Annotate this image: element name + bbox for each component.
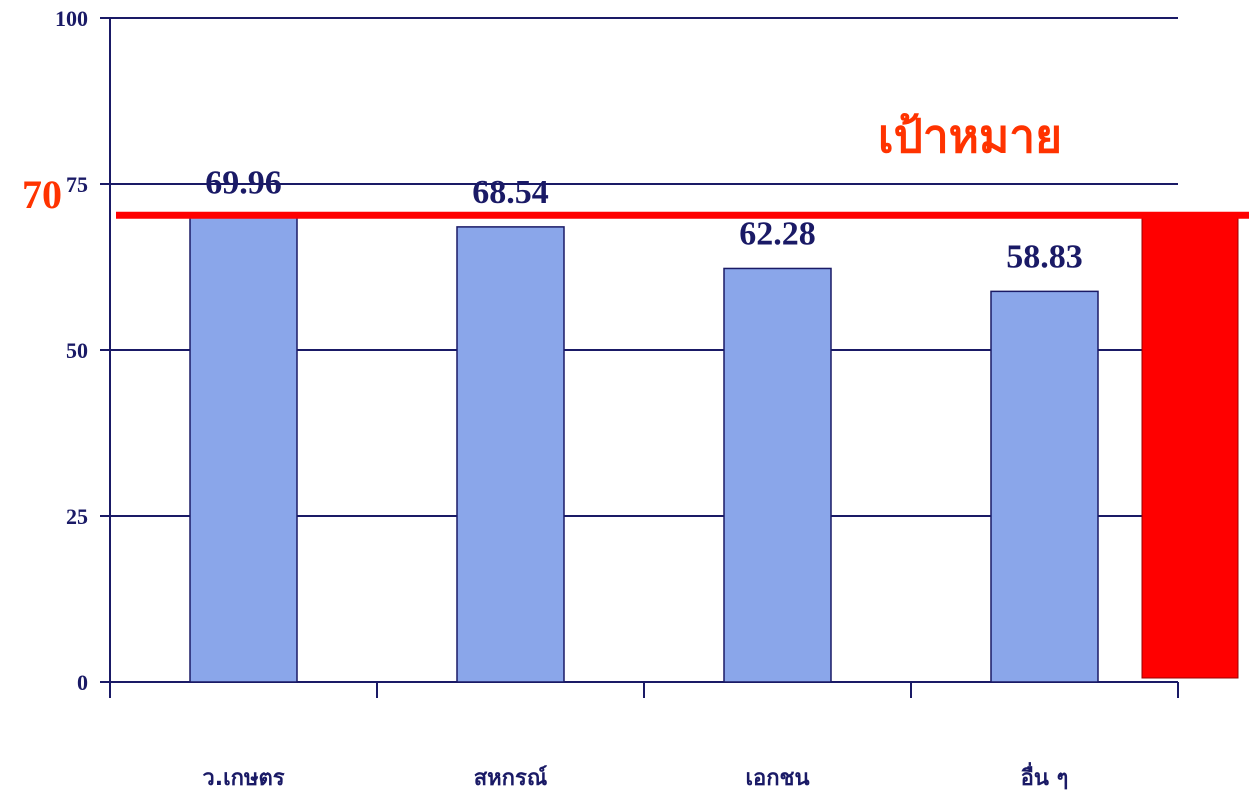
target-bar bbox=[1141, 216, 1239, 679]
target-label: เป้าหมาย bbox=[878, 109, 1062, 163]
y-tick-label: 75 bbox=[66, 172, 88, 197]
y-tick-labels: 0 25 50 75 100 bbox=[55, 6, 88, 695]
y-tick-label: 50 bbox=[66, 338, 88, 363]
y-tick-label: 25 bbox=[66, 504, 88, 529]
y-tick-label: 100 bbox=[55, 6, 88, 31]
bar bbox=[456, 226, 565, 683]
category-label: สหกรณ์ bbox=[474, 765, 547, 791]
bars bbox=[189, 216, 1099, 683]
value-label: 58.83 bbox=[1006, 238, 1083, 275]
category-label: อื่น ๆ bbox=[1021, 761, 1069, 791]
category-labels: ว.เกษตร สหกรณ์ เอกชน อื่น ๆ bbox=[202, 761, 1068, 791]
bar bbox=[189, 216, 298, 683]
value-label: 62.28 bbox=[739, 215, 816, 252]
bar bbox=[990, 290, 1099, 683]
value-label: 68.54 bbox=[472, 174, 549, 211]
category-label: ว.เกษตร bbox=[202, 766, 284, 791]
y-tick-label: 0 bbox=[77, 670, 88, 695]
target-value-label: 70 bbox=[22, 172, 62, 217]
target-group: เป้าหมาย 70 bbox=[22, 109, 1249, 679]
category-label: เอกชน bbox=[745, 766, 809, 791]
value-label: 69.96 bbox=[205, 164, 282, 201]
value-labels: 69.96 68.54 62.28 58.83 bbox=[205, 164, 1083, 275]
bar bbox=[723, 267, 832, 683]
